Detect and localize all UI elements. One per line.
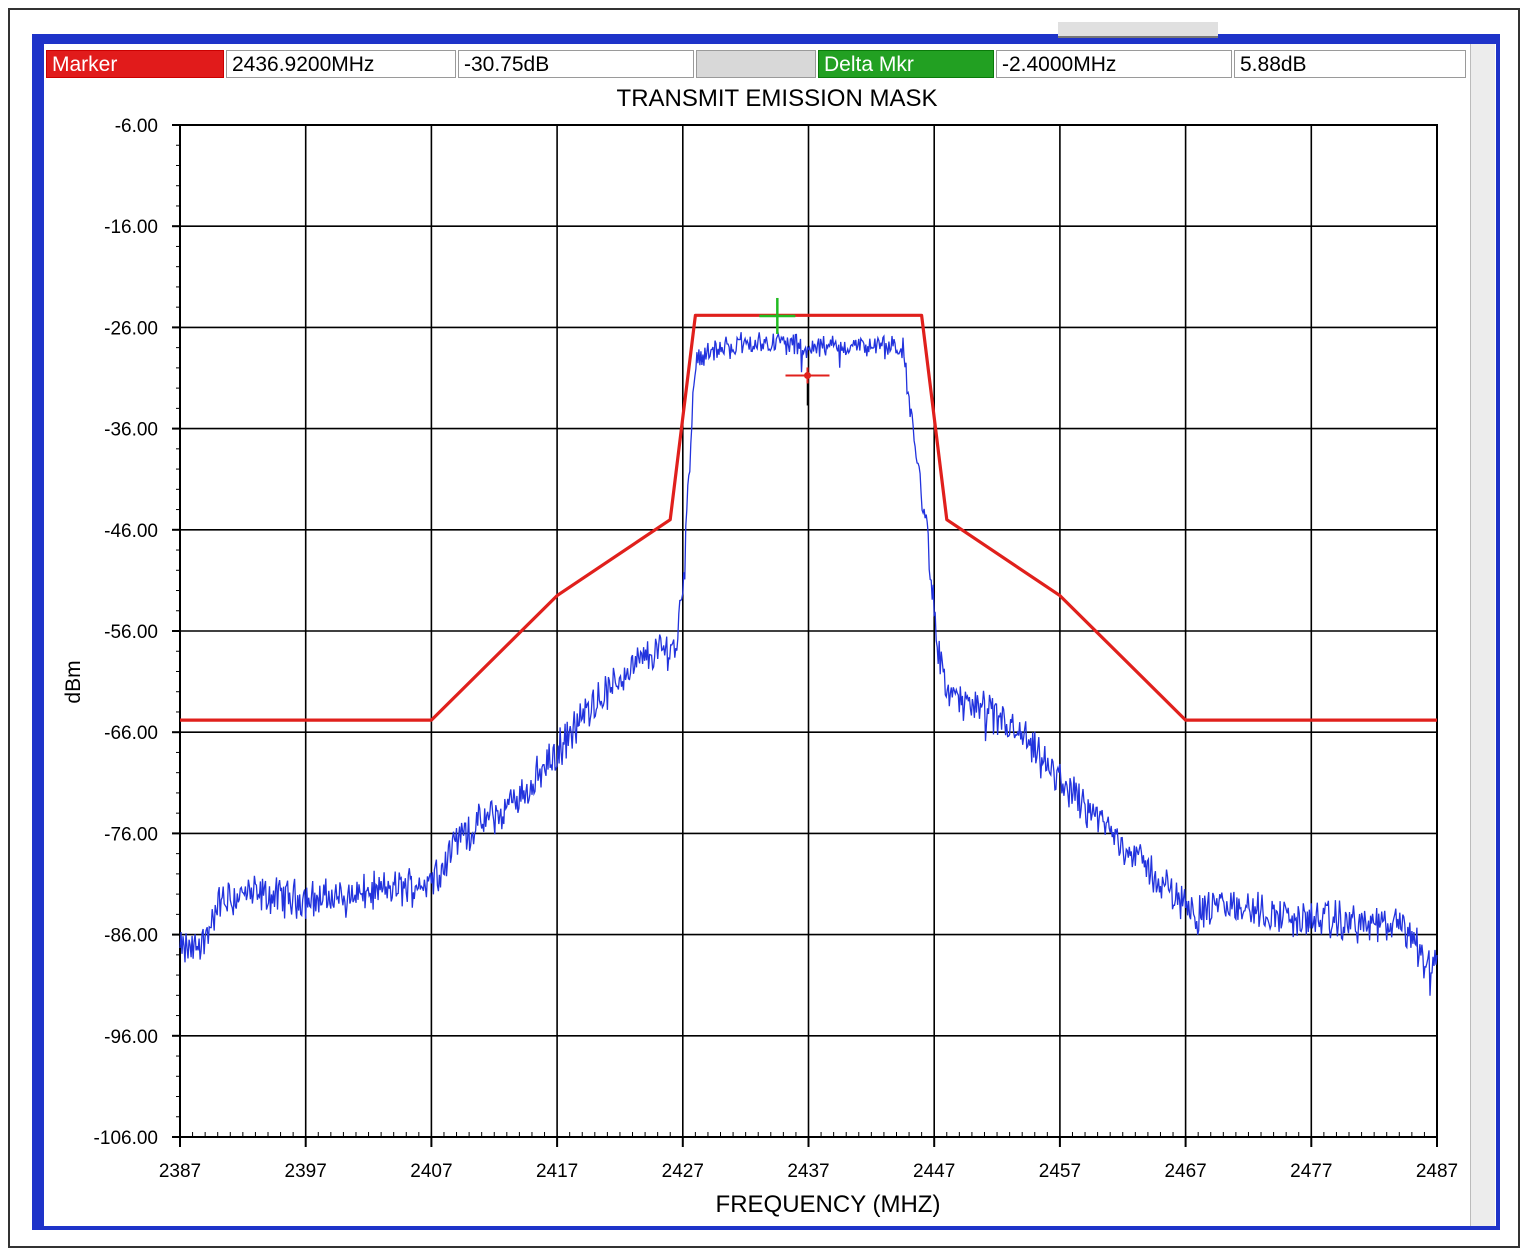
x-tick-label: 2437 [787,1161,829,1182]
y-tick-label: -76.00 [104,824,158,845]
y-tick-label: -106.00 [94,1128,158,1149]
delta-marker-label[interactable]: Delta Mkr [818,50,994,78]
y-tick-label: -56.00 [104,622,158,643]
y-tick-label: -16.00 [104,217,158,238]
x-tick-label: 2447 [913,1161,955,1182]
chart-series [179,313,1438,996]
marker-level: -30.75dB [458,50,694,78]
marker-frequency: 2436.9200MHz [226,50,456,78]
y-tick-label: -86.00 [104,926,158,947]
y-axis-label: dBm [62,660,85,703]
y-tick-label: -66.00 [104,723,158,744]
plot-client-area [44,44,1496,1226]
marker-point [803,371,811,379]
y-tick-label: -36.00 [104,420,158,441]
x-tick-label: 2417 [536,1161,578,1182]
y-tick-label: -96.00 [104,1027,158,1048]
x-tick-label: 2397 [285,1161,327,1182]
x-tick-label: 2427 [662,1161,704,1182]
x-tick-label: 2467 [1164,1161,1206,1182]
y-tick-label: -46.00 [104,521,158,542]
emission-mask-line [180,313,1437,722]
x-axis-label: FREQUENCY (MHZ) [716,1191,941,1218]
right-scrollbar[interactable] [1470,44,1495,1226]
x-tick-label: 2387 [159,1161,201,1182]
chart-title: TRANSMIT EMISSION MASK [617,85,938,112]
chart-markers [759,297,830,406]
delta-marker-frequency: -2.4000MHz [996,50,1232,78]
x-tick-label: 2457 [1039,1161,1081,1182]
chart-grid [179,124,1438,1138]
y-axis-ticks: -6.00 -16.00 -26.00 -36.00 -46.00 -56.00 -66.0… [94,116,180,1149]
y-tick-label: -6.00 [115,116,158,137]
delta-marker-level: 5.88dB [1234,50,1466,78]
y-tick-label: -26.00 [104,318,158,339]
x-tick-label: 2407 [410,1161,452,1182]
marker-label[interactable]: Marker [46,50,224,78]
spectrum-trace [179,331,1438,996]
top-scrollbar[interactable] [1058,22,1218,38]
marker-bar-spacer [696,50,816,78]
x-tick-label: 2487 [1416,1161,1458,1182]
x-axis-ticks: 2387 2397 2407 2417 2427 2437 2447 2457 2467 2477… [159,1132,1458,1182]
x-tick-label: 2477 [1290,1161,1332,1182]
